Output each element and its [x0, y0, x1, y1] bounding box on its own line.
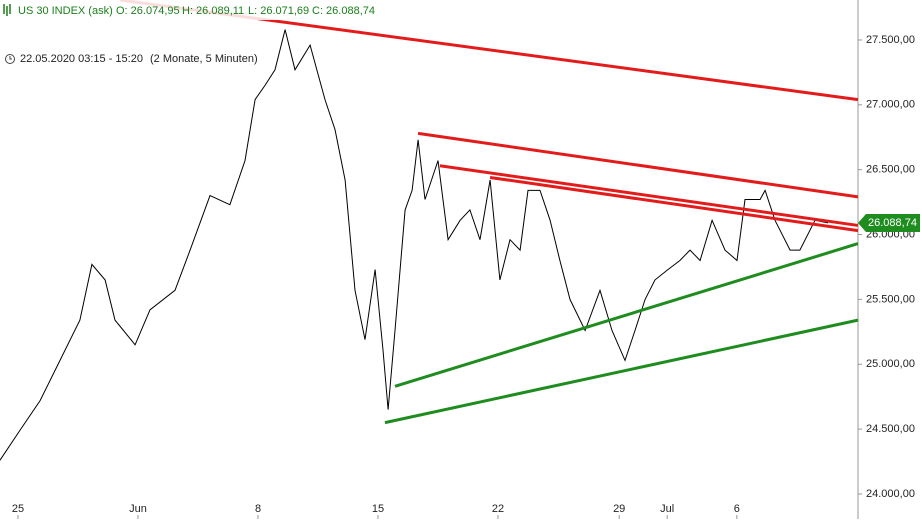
x-tick-label: Jun: [129, 503, 147, 515]
price-line: [0, 29, 829, 461]
ohlc-low: L: 26.071,69: [248, 5, 309, 17]
x-tick-label: 15: [372, 503, 384, 515]
x-tick-label: Jul: [660, 503, 674, 515]
trendline: [489, 175, 859, 233]
y-tick-label: 24.500,00: [866, 423, 915, 435]
x-tick-label: 8: [255, 503, 261, 515]
ohlc-high: H: 26.089,11: [182, 5, 244, 17]
trendline: [384, 318, 859, 425]
x-tick-label: 29: [613, 503, 625, 515]
y-tick-label: 25.000,00: [866, 358, 915, 370]
clock-hands: [9, 56, 12, 60]
trendline: [417, 131, 859, 199]
last-price-label: 26.088,74: [868, 217, 917, 229]
header-bg: [0, 0, 460, 20]
trendline: [439, 164, 859, 227]
y-tick-label: 27.500,00: [866, 34, 915, 46]
plot: [0, 0, 859, 461]
ohlc-close: C: 26.088,74: [312, 5, 375, 17]
x-tick-label: 25: [12, 503, 24, 515]
last-price-box: [858, 214, 920, 233]
period: 22.05.2020 03:15 - 15:20: [20, 53, 143, 65]
x-tick-label: 6: [734, 503, 740, 515]
period-note: (2 Monate, 5 Minuten): [150, 53, 258, 65]
x-tick-label: 22: [492, 503, 504, 515]
y-tick-label: 26.500,00: [866, 164, 915, 176]
y-tick-label: 24.000,00: [866, 488, 915, 500]
clock-icon: [5, 54, 15, 64]
chart-title: US 30 INDEX (ask): [18, 5, 113, 17]
ohlc-open: O: 26.074,95: [116, 5, 180, 17]
trendline: [394, 242, 859, 388]
chart-icon: [3, 4, 11, 16]
y-tick-label: 27.000,00: [866, 99, 915, 111]
y-tick-label: 25.500,00: [866, 293, 915, 305]
